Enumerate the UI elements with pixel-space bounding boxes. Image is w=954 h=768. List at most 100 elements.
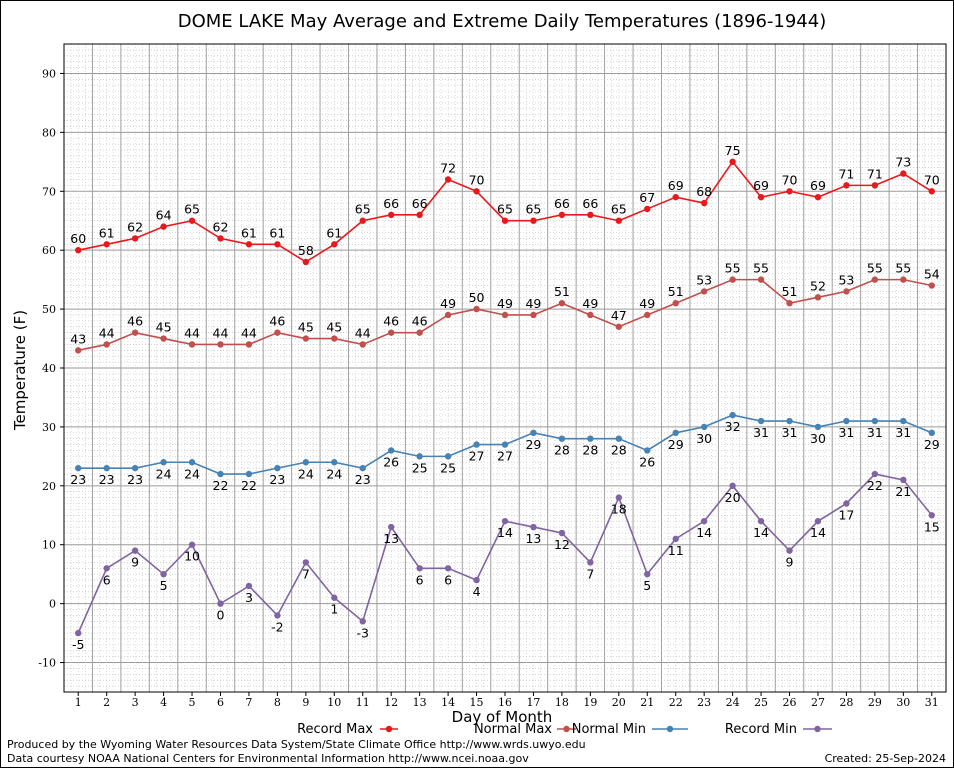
record-min-data-label: 13 (383, 531, 399, 546)
record-max-point (160, 223, 167, 230)
x-tick-label: 11 (356, 696, 370, 709)
record-max-data-label: 62 (213, 219, 229, 234)
record-max-point (928, 188, 935, 195)
record-max-point (615, 217, 623, 224)
record-max-point (302, 258, 310, 266)
record-max-data-label: 70 (924, 172, 940, 187)
record-max-point (331, 241, 338, 248)
normal-min-data-label: 23 (127, 472, 143, 487)
record-min-point (331, 594, 338, 601)
record-min-point (188, 541, 196, 548)
normal-max-point (387, 329, 395, 336)
y-tick-label: 30 (42, 421, 56, 434)
record-min-point (928, 512, 935, 519)
normal-min-point (160, 459, 167, 466)
normal-max-data-label: 44 (213, 325, 229, 340)
record-max-data-label: 60 (70, 231, 86, 246)
record-max-data-label: 73 (895, 155, 911, 170)
record-max-point (359, 217, 366, 224)
record-max-point (757, 193, 765, 201)
record-min-data-label: 5 (160, 578, 168, 593)
record-min-point (302, 559, 310, 566)
record-min-data-label: 21 (895, 484, 911, 499)
normal-max-data-label: 45 (298, 320, 314, 335)
record-max-data-label: 67 (639, 190, 655, 205)
normal-min-point (615, 435, 623, 442)
record-max-data-label: 70 (469, 172, 485, 187)
normal-min-point (274, 464, 281, 472)
record-min-point (245, 582, 253, 590)
normal-min-data-label: 23 (70, 472, 86, 487)
normal-min-data-label: 22 (213, 478, 229, 493)
normal-max-data-label: 43 (70, 331, 86, 346)
record-min-data-label: 7 (302, 566, 310, 581)
normal-min-data-label: 24 (298, 466, 314, 481)
normal-max-data-label: 54 (924, 267, 940, 282)
record-max-data-label: 68 (696, 184, 712, 199)
normal-min-point (75, 464, 82, 472)
normal-max-data-label: 53 (838, 272, 854, 287)
x-tick-label: 3 (132, 696, 139, 709)
record-min-point (359, 618, 366, 625)
normal-max-data-label: 49 (639, 296, 655, 311)
x-tick-label: 2 (103, 696, 110, 709)
chart-title: DOME LAKE May Average and Extreme Daily … (178, 11, 827, 32)
record-min-point (501, 517, 509, 525)
record-max-point (387, 211, 395, 219)
record-min-data-label: 3 (245, 590, 253, 605)
record-max-data-label: 66 (582, 196, 598, 211)
normal-max-point (160, 335, 167, 342)
normal-min-point (814, 423, 822, 431)
record-min-point (672, 535, 679, 543)
normal-max-point (814, 294, 822, 301)
normal-min-data-label: 25 (440, 460, 456, 475)
normal-max-point (871, 276, 879, 283)
normal-max-point (587, 311, 594, 319)
normal-max-point (786, 300, 793, 307)
y-tick-label: 0 (49, 598, 56, 611)
record-max-point (530, 217, 537, 224)
record-max-point (245, 241, 253, 248)
record-max-point (131, 235, 139, 242)
normal-max-data-label: 49 (440, 296, 456, 311)
normal-min-point (700, 423, 708, 431)
normal-min-point (217, 470, 224, 478)
x-tick-label: 7 (245, 696, 252, 709)
x-tick-label: 10 (327, 696, 341, 709)
normal-min-point (558, 435, 566, 442)
normal-max-data-label: 49 (582, 296, 598, 311)
normal-min-data-label: 27 (469, 449, 485, 464)
normal-max-data-label: 55 (725, 261, 741, 276)
record-max-point (274, 241, 281, 248)
record-min-data-label: 13 (525, 531, 541, 546)
y-tick-label: -10 (38, 657, 56, 670)
record-max-data-label: 71 (867, 166, 883, 181)
record-max-data-label: 61 (241, 225, 257, 240)
record-min-point (444, 565, 452, 572)
normal-max-data-label: 47 (611, 308, 627, 323)
record-min-data-label: 1 (330, 602, 338, 617)
record-min-data-label: 7 (586, 566, 594, 581)
record-min-data-label: 12 (554, 537, 570, 552)
x-tick-label: 16 (498, 696, 512, 709)
normal-max-point (131, 329, 139, 336)
record-max-point (75, 246, 82, 254)
normal-min-point (644, 447, 651, 454)
record-min-data-label: -5 (72, 637, 84, 652)
normal-max-point (501, 311, 509, 319)
record-min-data-label: 14 (810, 525, 826, 540)
x-tick-label: 23 (697, 696, 711, 709)
normal-min-data-label: 23 (269, 472, 285, 487)
normal-max-point (672, 300, 679, 307)
normal-min-point (331, 459, 338, 466)
normal-max-data-label: 46 (383, 314, 399, 329)
normal-max-point (245, 341, 253, 348)
x-tick-label: 8 (274, 696, 281, 709)
record-min-data-label: 22 (867, 478, 883, 493)
record-min-data-label: 5 (643, 578, 651, 593)
record-min-point (131, 547, 139, 554)
normal-min-point (103, 464, 110, 472)
record-min-point (729, 482, 736, 490)
record-max-data-label: 69 (668, 178, 684, 193)
normal-min-data-label: 26 (383, 454, 399, 469)
